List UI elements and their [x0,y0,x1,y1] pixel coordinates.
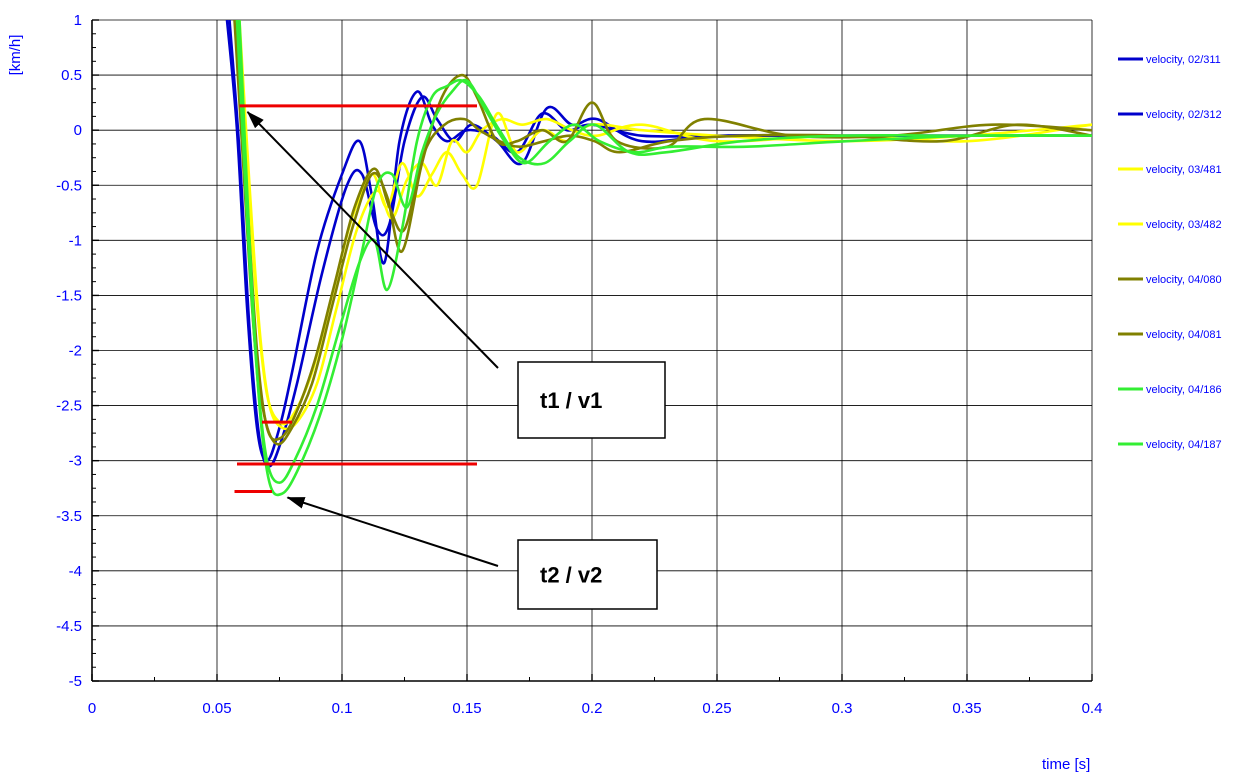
legend-entry: velocity, 02/312 [1146,109,1222,121]
legend: velocity, 02/311 velocity, 02/312 velocity… [1118,54,1222,451]
annotation-arrow [286,496,499,567]
y-tick-label: -2.5 [56,398,82,415]
x-tick-label: 0.4 [1082,700,1103,717]
series-line-7 [235,20,1092,484]
x-tick-label: 0.05 [202,700,231,717]
x-tick-label: 0.25 [702,700,731,717]
annotation-label: t2 / v2 [540,563,602,588]
annotation-arrow [246,111,499,369]
series-line-6 [235,20,1092,442]
x-tick-label: 0.15 [452,700,481,717]
legend-entry: velocity, 03/481 [1146,164,1222,176]
y-tick-label: -4 [69,563,82,580]
legend-entry: velocity, 04/187 [1146,439,1222,451]
x-tick-label: 0.1 [332,700,353,717]
y-tick-label: -2 [69,343,82,360]
legend-entry: velocity, 04/186 [1146,384,1222,396]
y-tick-label: 1 [74,12,82,29]
grid [92,19,1093,681]
y-tick-label: -1 [69,232,82,249]
x-tick-label: 0.2 [582,700,603,717]
tick-labels: 1 0.5 0 -0.5 -1 -1.5 -2 -2.5 -3 -3.5 -4 -4.5 -5 0 0.05… [56,12,1102,717]
reference-lines [234,104,477,494]
legend-entry: velocity, 02/311 [1146,54,1221,66]
y-tick-label: -1.5 [56,287,82,304]
x-tick-label: 0.3 [832,700,853,717]
series-line-8 [238,20,1092,497]
legend-entry: velocity, 03/482 [1146,219,1222,231]
y-tick-label: -3 [69,453,82,470]
y-tick-label: 0.5 [61,67,82,84]
series-layer [225,20,1092,497]
x-tick-label: 0.35 [952,700,981,717]
annotation-box [517,361,666,439]
y-tick-label: -0.5 [56,177,82,194]
legend-entry: velocity, 04/080 [1146,274,1222,286]
y-tick-label: 0 [74,122,82,139]
x-axis-label: time [s] [1042,756,1090,773]
series-line-5 [233,20,1092,446]
legend-entry: velocity, 04/081 [1146,329,1222,341]
y-axis-label: [km/h] [7,35,24,76]
annotation-label: t1 / v1 [540,388,602,413]
y-tick-label: -3.5 [56,508,82,525]
axes [91,19,1093,682]
annotation-box [517,539,658,610]
x-tick-label: 0 [88,700,96,717]
annotations: t1 / v1 t2 / v2 [246,111,666,610]
y-tick-label: -4.5 [56,618,82,635]
y-tick-label: -5 [69,673,82,690]
series-line-4 [238,20,1092,431]
